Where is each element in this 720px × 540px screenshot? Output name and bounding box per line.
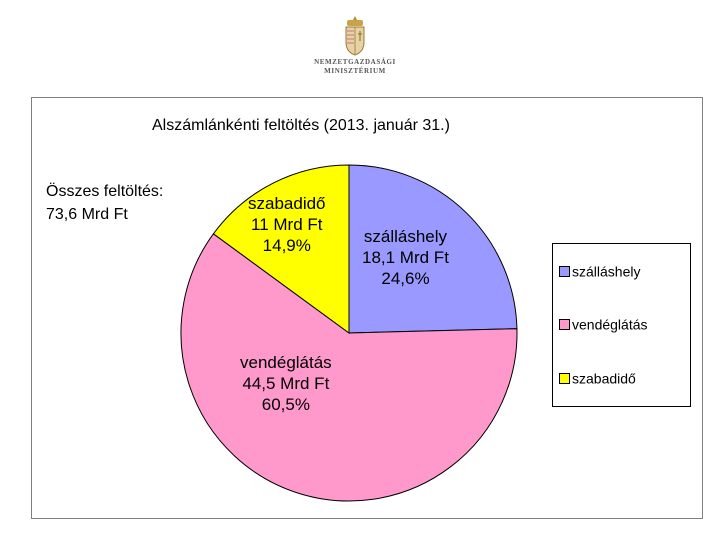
slice-label-value: 18,1 Mrd Ft [362, 248, 449, 267]
legend-label: szabadidő [572, 370, 636, 387]
legend-swatch [559, 372, 570, 384]
total-label-value: 73,6 Mrd Ft [46, 206, 128, 223]
legend: szálláshely vendéglátás szabadidő [552, 243, 691, 407]
legend-label: vendéglátás [572, 316, 648, 333]
slice-label-percent: 24,6% [381, 269, 430, 288]
legend-swatch [559, 318, 570, 330]
logo-text-line1: NEMZETGAZDASÁGI [314, 58, 396, 66]
legend-label: szálláshely [572, 263, 641, 280]
logo-text-line2: MINISZTÉRIUM [324, 67, 386, 75]
ministry-logo: NEMZETGAZDASÁGI MINISZTÉRIUM [300, 14, 410, 82]
pie-slice-1 [180, 233, 518, 502]
slice-label-percent: 14,9% [262, 236, 311, 255]
slice-label-percent: 60,5% [261, 395, 310, 414]
legend-item-vendeglatas: vendéglátás [559, 315, 648, 333]
chart-title: Alszámlánkénti feltöltés (2013. január 3… [152, 117, 450, 134]
legend-item-szabadido: szabadidő [559, 369, 636, 387]
slice-label-value: 44,5 Mrd Ft [242, 374, 330, 393]
slice-label-2: szabadidő 11 Mrd Ft 14,9% [248, 193, 326, 256]
slice-label-name: vendéglátás [240, 353, 332, 372]
slice-label-value: 11 Mrd Ft [251, 215, 323, 234]
slice-label-name: szálláshely [363, 227, 448, 246]
coat-of-arms-icon [345, 16, 365, 56]
slice-label-name: szabadidő [248, 194, 326, 213]
total-label: Összes feltöltés: 73,6 Mrd Ft [46, 180, 163, 226]
pie-slice-0 [348, 164, 518, 334]
pie-slice-2 [212, 164, 350, 334]
legend-swatch [559, 265, 570, 277]
legend-item-szallashely: szálláshely [559, 262, 641, 280]
total-label-line1: Összes feltöltés: [46, 183, 164, 200]
slice-label-0: szálláshely 18,1 Mrd Ft 24,6% [362, 226, 449, 289]
slice-label-1: vendéglátás 44,5 Mrd Ft 60,5% [240, 352, 332, 415]
